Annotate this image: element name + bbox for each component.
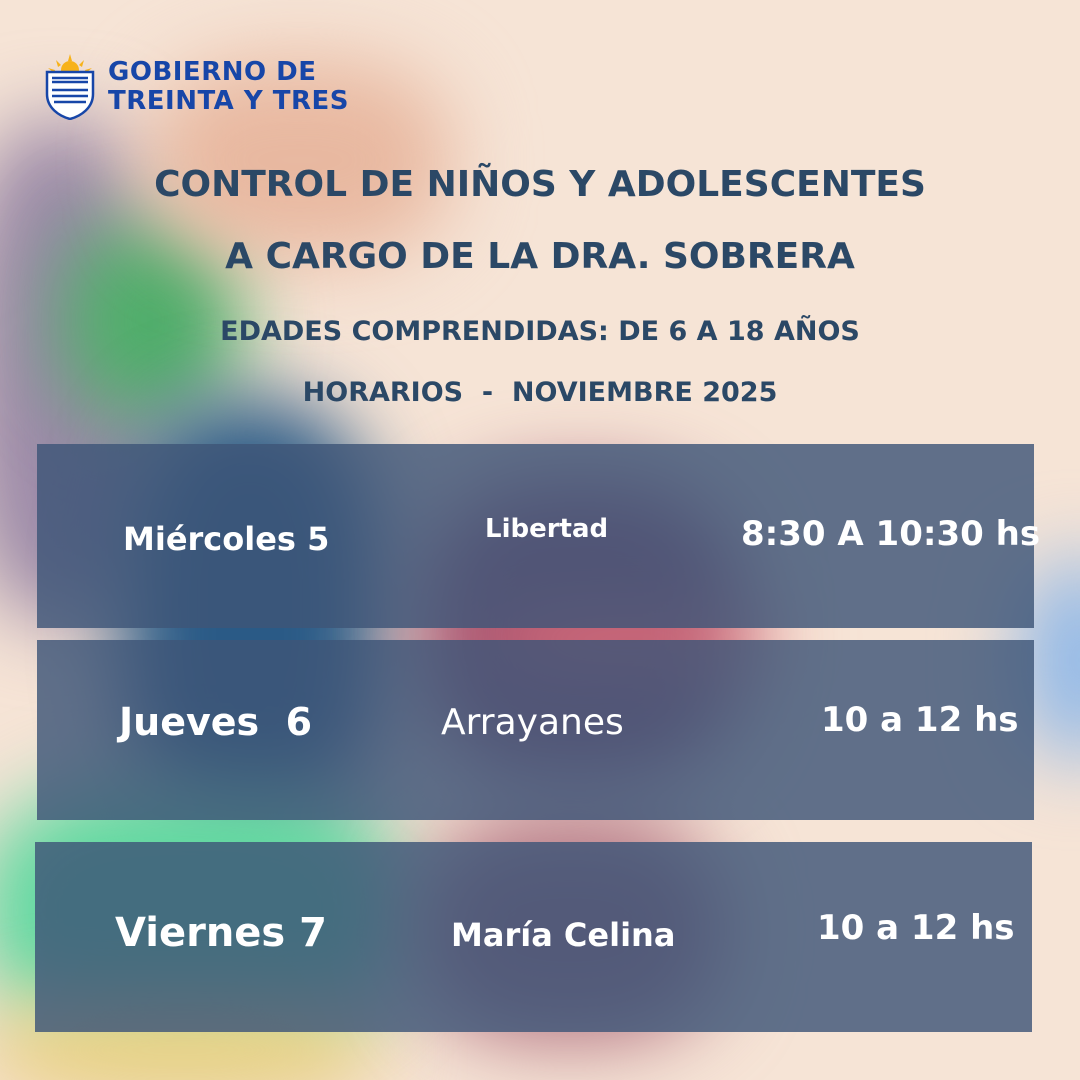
coat-of-arms-icon: [45, 54, 95, 120]
ages-subtitle: EDADES COMPRENDIDAS: DE 6 A 18 AÑOS: [220, 316, 860, 347]
title-line2: A CARGO DE LA DRA. SOBRERA: [225, 236, 855, 277]
schedule-row: Viernes 7 María Celina 10 a 12 hs: [35, 842, 1032, 1032]
logo-line1: GOBIERNO DE: [108, 57, 317, 87]
logo-line2: TREINTA Y TRES: [108, 86, 349, 116]
row-time: 10 a 12 hs: [817, 908, 1015, 948]
row-time: 10 a 12 hs: [821, 700, 1019, 740]
row-time: 8:30 A 10:30 hs: [741, 514, 1041, 554]
logo: GOBIERNO DE TREINTA Y TRES: [44, 54, 349, 120]
row-place: Libertad: [485, 514, 609, 544]
row-day: Miércoles 5: [123, 520, 330, 558]
row-day: Viernes 7: [115, 910, 327, 956]
schedule-heading: HORARIOS - NOVIEMBRE 2025: [302, 377, 778, 408]
title-line1: CONTROL DE NIÑOS Y ADOLESCENTES: [154, 164, 926, 205]
schedule-row: Miércoles 5 Libertad 8:30 A 10:30 hs: [37, 444, 1040, 628]
row-place: María Celina: [451, 916, 676, 954]
row-place: Arrayanes: [441, 702, 624, 743]
schedule-row: Jueves 6 Arrayanes 10 a 12 hs: [37, 640, 1034, 820]
row-day: Jueves 6: [119, 700, 313, 744]
